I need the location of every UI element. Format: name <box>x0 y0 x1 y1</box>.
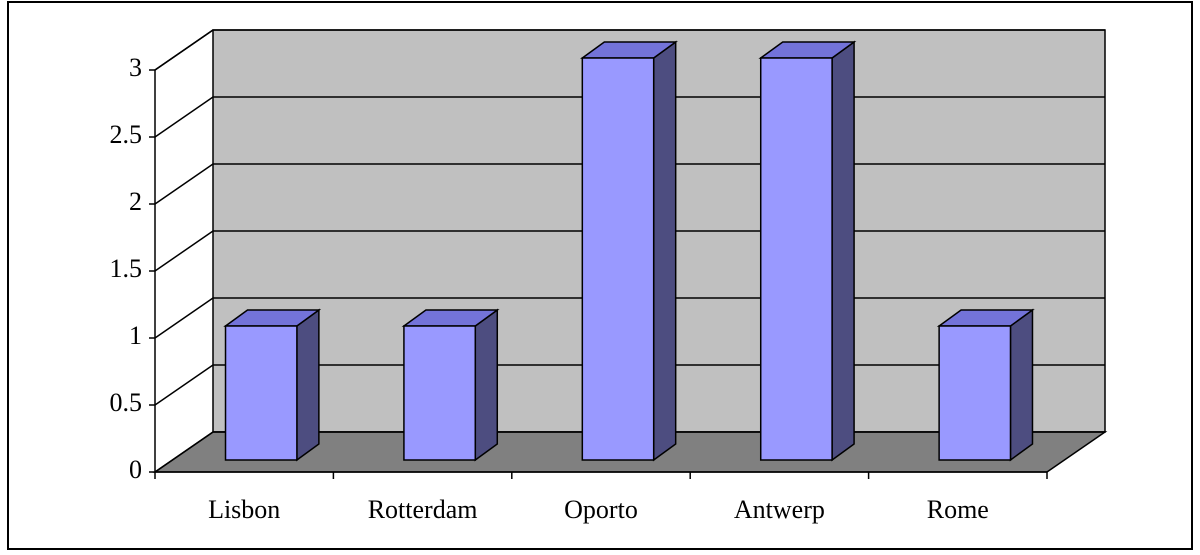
bar <box>223 308 322 462</box>
y-tick-label: 0 <box>129 455 142 484</box>
bar <box>936 308 1035 462</box>
bar-side <box>652 40 677 462</box>
x-tick-label: Antwerp <box>734 495 825 524</box>
bar-front <box>759 57 833 461</box>
bar-front <box>224 325 298 461</box>
y-tick-label: 2.5 <box>110 120 143 149</box>
x-tick-label: Rome <box>927 495 989 524</box>
y-tick-label: 1 <box>129 321 142 350</box>
y-tick-label: 1.5 <box>110 254 143 283</box>
bar-front <box>938 325 1012 461</box>
bar-front <box>403 325 477 461</box>
x-tick-label: Oporto <box>564 495 638 524</box>
y-tick-label: 2 <box>129 187 142 216</box>
bar <box>580 40 678 462</box>
y-tick-label: 0.5 <box>110 388 143 417</box>
bar-front <box>581 57 655 461</box>
bar <box>758 40 857 462</box>
bar-side <box>474 308 499 462</box>
bar-side <box>831 40 855 462</box>
bar <box>401 308 500 462</box>
x-tick-label: Lisbon <box>208 495 280 524</box>
y-tick-label: 3 <box>129 53 142 82</box>
bar-side <box>1009 308 1034 462</box>
x-tick-label: Rotterdam <box>368 495 478 524</box>
grid-line <box>154 29 1105 71</box>
bar-side <box>296 308 320 462</box>
